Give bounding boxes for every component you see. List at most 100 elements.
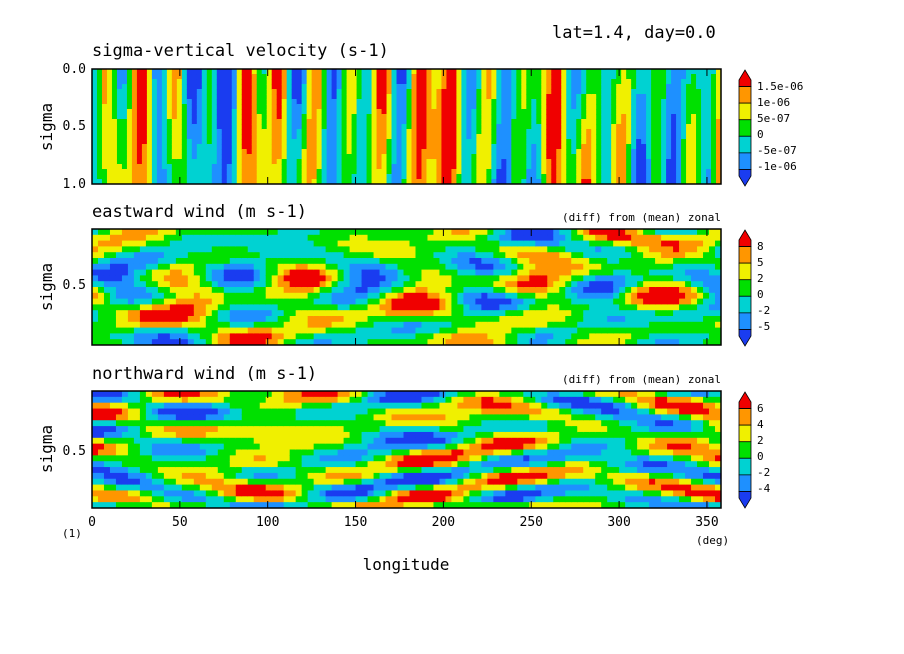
field-cell [286,94,293,100]
field-cell [649,234,656,242]
field-cell [133,333,141,340]
field-cell [301,119,308,125]
field-cell [186,129,193,135]
field-cell [655,229,662,236]
field-cell [589,304,596,311]
field-cell [493,234,500,242]
field-cell [163,275,171,282]
field-cell [187,275,195,282]
field-cell [643,298,650,305]
field-cell [211,258,219,265]
field-cell [296,149,303,155]
field-cell [381,134,388,140]
field-cell [576,159,582,165]
field-cell [331,240,339,247]
field-cell [166,179,173,184]
field-cell [121,69,128,75]
field-cell [241,99,248,105]
field-cell [517,287,524,294]
field-cell [571,252,578,259]
field-cell [439,281,447,288]
field-cell [301,179,308,184]
field-cell [236,179,243,184]
field-cell [166,144,173,150]
field-cell [589,252,596,259]
field-cell [331,252,339,259]
field-cell [349,229,357,236]
field-cell [343,258,351,265]
field-cell [115,287,123,294]
field-cell [116,124,123,130]
field-cell [553,229,560,236]
field-cell [551,94,557,100]
field-cell [566,154,572,160]
field-cell [589,275,596,282]
field-cell [607,269,614,276]
field-cell [556,124,562,130]
field-cell [526,74,532,80]
field-cell [529,246,536,253]
field-cell [361,84,368,90]
field-cell [371,79,378,85]
field-cell [301,321,309,329]
field-cell [496,169,502,175]
field-cell [691,154,697,160]
field-cell [181,263,189,271]
field-cell [621,149,627,155]
field-cell [661,174,667,180]
field-cell [259,246,267,253]
field-cell [253,275,261,282]
field-cell [331,114,338,120]
field-cell [556,159,562,165]
field-cell [651,94,657,100]
field-cell [251,174,258,180]
field-cell [115,321,123,329]
field-cell [337,246,345,253]
field-cell [331,327,339,334]
field-cell [427,339,435,345]
field-cell [206,159,213,165]
field-cell [711,79,717,85]
field-cell [666,174,672,180]
field-cell [701,69,707,75]
field-cell [631,154,637,160]
field-cell [421,79,428,85]
field-cell [386,159,393,165]
field-cell [346,74,353,80]
field-cell [115,275,123,282]
field-cell [546,134,552,140]
field-cell [106,164,113,170]
field-cell [295,327,303,334]
field-cell [553,269,560,276]
field-cell [591,79,597,85]
field-cell [531,179,537,184]
field-cell [416,89,423,95]
field-cell [223,327,231,334]
field-cell [431,179,438,184]
field-cell [386,174,393,180]
field-cell [247,281,255,288]
field-cell [193,229,201,236]
field-cell [619,269,626,276]
field-cell [551,84,557,90]
field-cell [109,234,117,242]
field-cell [265,281,273,288]
field-cell [471,99,477,105]
field-cell [295,287,303,294]
field-cell [469,252,476,259]
field-cell [501,139,507,145]
field-cell [491,89,497,95]
field-cell [516,129,522,135]
field-cell [277,234,285,242]
field-cell [361,287,369,294]
field-cell [531,174,537,180]
field-cell [626,179,632,184]
field-cell [487,287,494,294]
field-cell [146,114,153,120]
field-cell [511,164,517,170]
field-cell [226,164,233,170]
field-cell [616,89,622,95]
field-cell [201,94,208,100]
field-cell [481,229,488,236]
field-cell [121,298,129,305]
